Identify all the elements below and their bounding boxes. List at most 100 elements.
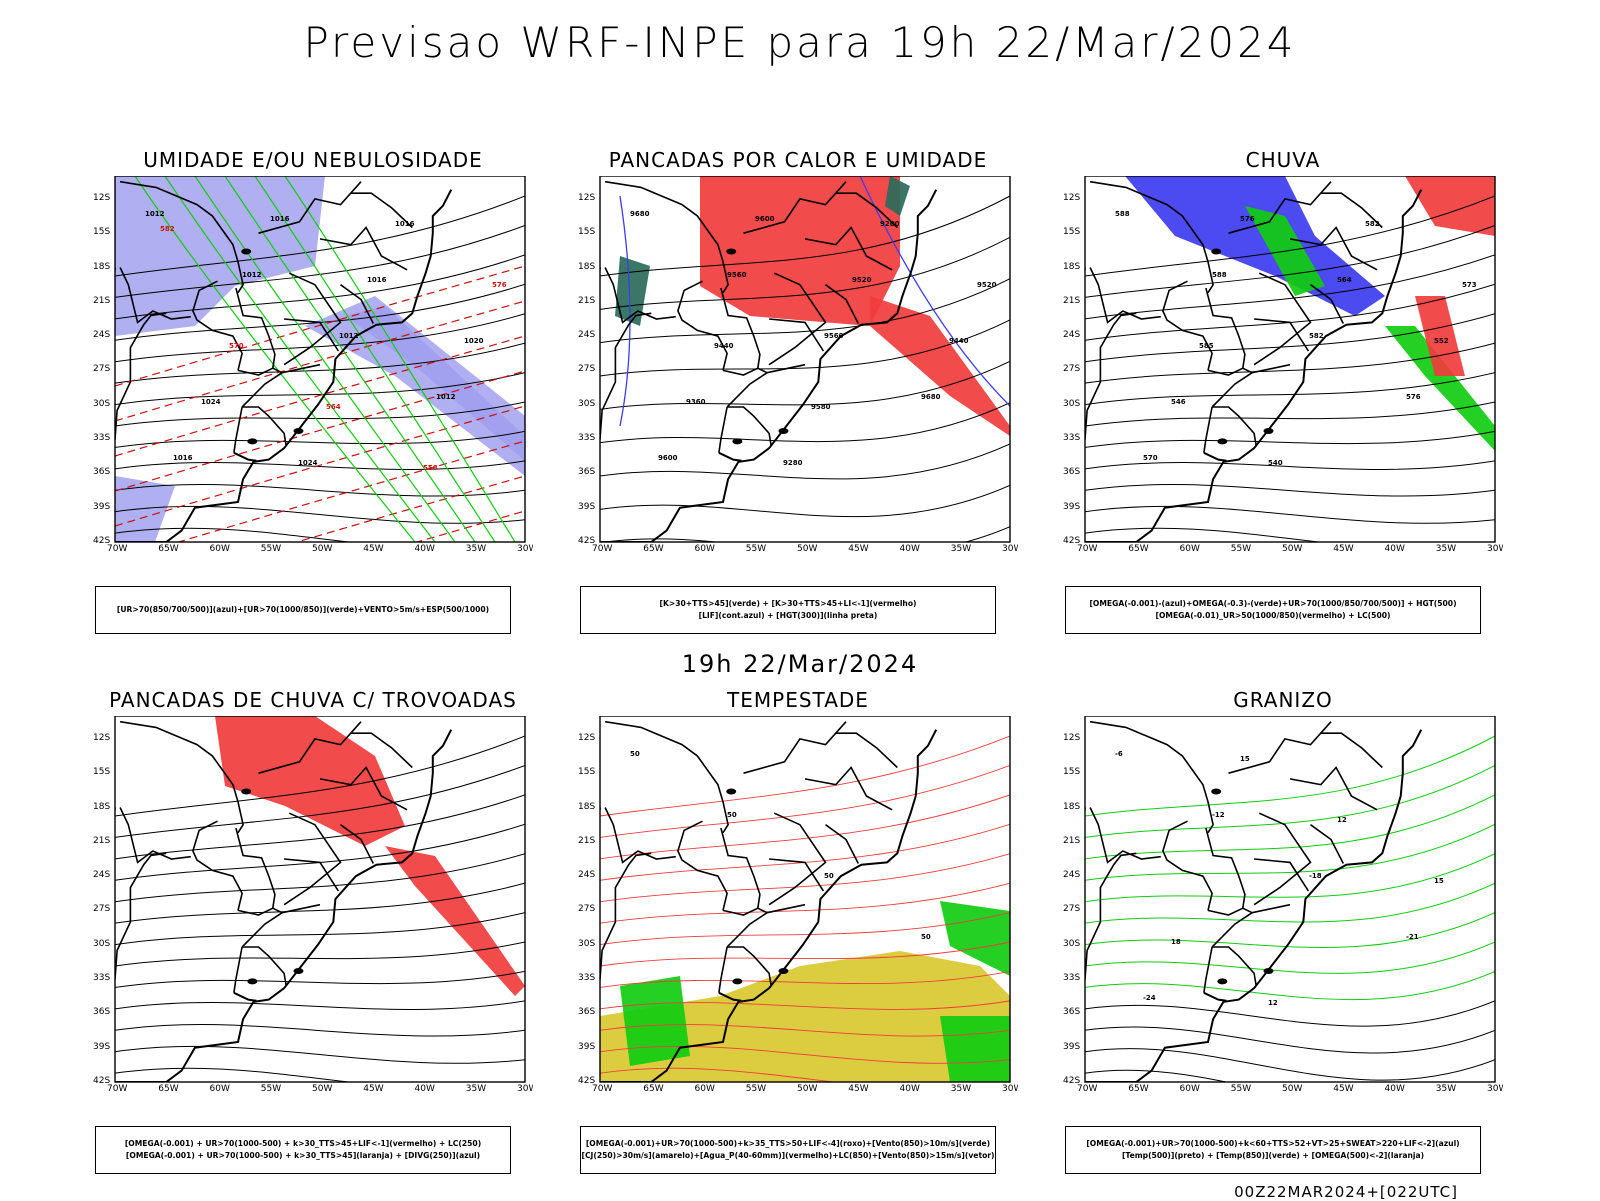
- contour-label: 15: [1240, 755, 1250, 763]
- lon-tick-label: 70W: [592, 1084, 613, 1094]
- map-area[interactable]: 588 588 582 576 570 576 564 552 546 540 582 573 585 1…: [1063, 176, 1503, 566]
- legend-line: [UR>70(850/700/500)](azul)+[UR>70(1000/8…: [116, 605, 490, 614]
- lat-tick-label: 30S: [578, 938, 596, 949]
- contour-label: 585: [1199, 342, 1214, 350]
- map-area[interactable]: 1012 1012 1012 1012 1016 1016 1016 1020 1024 1024…: [93, 176, 533, 566]
- legend-line: [OMEGA(-0.001)+UR>70(1000-500)+k>35_TTS>…: [585, 1139, 991, 1148]
- contour-label: 1012: [339, 332, 359, 340]
- lon-tick-label: 45W: [363, 544, 384, 554]
- lon-tick-label: 70W: [592, 544, 613, 554]
- contour-label: 1016: [395, 220, 415, 228]
- lat-tick-label: 24S: [93, 870, 111, 881]
- lat-tick-label: 21S: [578, 835, 596, 846]
- lon-tick-label: 55W: [1230, 1084, 1252, 1094]
- contour-label: 9560: [727, 271, 747, 279]
- lon-tick-label: 65W: [643, 1084, 664, 1094]
- contour-label: 1016: [270, 215, 290, 223]
- lat-tick-label: 39S: [1063, 501, 1081, 512]
- lon-tick-label: 45W: [848, 1084, 869, 1094]
- lat-tick-label: 18S: [578, 261, 596, 272]
- lat-tick-label: 27S: [1063, 904, 1081, 915]
- legend-line: [LIF](cont.azul) + [HGT(300)](linha pret…: [698, 611, 878, 620]
- lat-tick-label: 39S: [1063, 1041, 1081, 1052]
- lat-tick-label: 33S: [1063, 973, 1081, 984]
- lon-tick-label: 45W: [1333, 1084, 1354, 1094]
- map-area[interactable]: 12S 15S 18S 21S 24S 27S 30S 33S 36S 39S 42S 70W 65W 6…: [93, 716, 533, 1106]
- contour-label: 576: [1240, 215, 1255, 223]
- contour-label: 9520: [977, 281, 997, 289]
- panel-title: TEMPESTADE: [727, 688, 869, 712]
- contour-label: 9200: [880, 220, 900, 228]
- contour-label: 558: [423, 464, 438, 472]
- lat-tick-label: 18S: [93, 801, 111, 812]
- contour-label: 576: [1406, 393, 1421, 401]
- lat-tick-label: 36S: [1063, 467, 1081, 478]
- contour-label: 540: [1268, 459, 1283, 467]
- legend-line: [Temp(500)](preto) + [Temp(850)](verde) …: [1121, 1151, 1425, 1160]
- lat-tick-label: 24S: [1063, 870, 1081, 881]
- lat-tick-label: 24S: [578, 870, 596, 881]
- panel-title: UMIDADE E/OU NEBULOSIDADE: [143, 148, 483, 172]
- contour-label: 582: [1365, 220, 1380, 228]
- contour-label: 9580: [811, 403, 831, 411]
- map-area[interactable]: 50 50 50 50 12S 15S 18S 21S 24S 27S 30S 33S 36S 39S 42…: [578, 716, 1018, 1106]
- lat-tick-label: 12S: [93, 732, 111, 743]
- map-area[interactable]: -6 -12 -18 -21 -24 15 12 15 18 12 12S 15S 18S 21S 24S 2…: [1063, 716, 1503, 1106]
- lat-tick-label: 21S: [1063, 295, 1081, 306]
- lon-tick-label: 35W: [950, 1084, 972, 1094]
- map-svg: 50 50 50 50: [599, 716, 1011, 1083]
- lon-tick-label: 65W: [1128, 1084, 1149, 1094]
- contour-label: 9680: [921, 393, 941, 401]
- lat-tick-label: 36S: [578, 467, 596, 478]
- contour-label: 1012: [436, 393, 456, 401]
- lat-tick-label: 30S: [93, 938, 111, 949]
- lat-tick-label: 24S: [93, 330, 111, 341]
- panel-title: GRANIZO: [1233, 688, 1333, 712]
- lat-tick-label: 15S: [93, 767, 111, 778]
- lat-tick-label: 21S: [93, 835, 111, 846]
- lon-tick-label: 40W: [414, 544, 435, 554]
- contour-label: 50: [727, 811, 737, 819]
- lon-tick-label: 40W: [899, 544, 920, 554]
- legend-line: [OMEGA(-0.001)-(azul)+OMEGA(-0.3)-(verde…: [1089, 599, 1457, 608]
- lat-tick-label: 36S: [578, 1007, 596, 1018]
- panel-trovoadas: PANCADAS DE CHUVA C/ TROVOADAS 12S 15S 18S…: [93, 688, 533, 1174]
- lon-tick-label: 30W: [1002, 544, 1018, 554]
- lon-tick-label: 60W: [694, 1084, 715, 1094]
- contour-label: -18: [1309, 872, 1322, 880]
- lon-tick-label: 55W: [260, 1084, 282, 1094]
- contour-label: 18: [1171, 938, 1181, 946]
- map-svg: -6 -12 -18 -21 -24 15 12 15 18 12: [1084, 716, 1496, 1083]
- contour-label: 9360: [686, 398, 706, 406]
- lat-tick-label: 30S: [93, 398, 111, 409]
- lat-tick-label: 12S: [1063, 192, 1081, 203]
- panel-tempestade: TEMPESTADE 50 50 50 50 12S 15S 18S 21S 24S 27S 30S…: [578, 688, 1018, 1174]
- footer-timestamp: 00Z22MAR2024+[022UTC]: [1234, 1183, 1458, 1201]
- lat-tick-label: 42S: [578, 536, 596, 546]
- map-area[interactable]: 9680 9560 9560 9680 9600 9600 9520 9440 9360 9280…: [578, 176, 1018, 566]
- lat-tick-label: 18S: [578, 801, 596, 812]
- panel-umidade: UMIDADE E/OU NEBULOSIDADE 1012 1012 1012 10…: [93, 148, 533, 634]
- map-svg: 588 588 582 576 570 576 564 552 546 540 582 573 585: [1084, 176, 1496, 543]
- legend-line: [K>30+TTS>45](verde) + [K>30+TTS>45+LI<-…: [659, 599, 917, 608]
- lat-tick-label: 30S: [1063, 398, 1081, 409]
- lon-tick-label: 45W: [1333, 544, 1354, 554]
- lon-tick-label: 60W: [209, 544, 230, 554]
- contour-label: 9560: [824, 332, 844, 340]
- lat-tick-label: 18S: [1063, 801, 1081, 812]
- lat-tick-label: 39S: [93, 1041, 111, 1052]
- contour-label: 582: [1309, 332, 1324, 340]
- contour-label: -6: [1115, 750, 1123, 758]
- lat-tick-label: 39S: [578, 501, 596, 512]
- lat-tick-label: 24S: [1063, 330, 1081, 341]
- legend-line: [CJ(250)>30m/s](amarelo)+[Agua_P(40-60mm…: [581, 1151, 995, 1160]
- contour-label: 573: [1462, 281, 1477, 289]
- contour-label: 12: [1337, 816, 1347, 824]
- contour-label: 9600: [755, 215, 775, 223]
- lat-tick-label: 15S: [578, 767, 596, 778]
- contour-label: 9280: [783, 459, 803, 467]
- lon-tick-label: 30W: [517, 1084, 533, 1094]
- lon-tick-label: 70W: [107, 1084, 128, 1094]
- lat-tick-label: 27S: [93, 364, 111, 375]
- contour-label: 570: [1143, 454, 1158, 462]
